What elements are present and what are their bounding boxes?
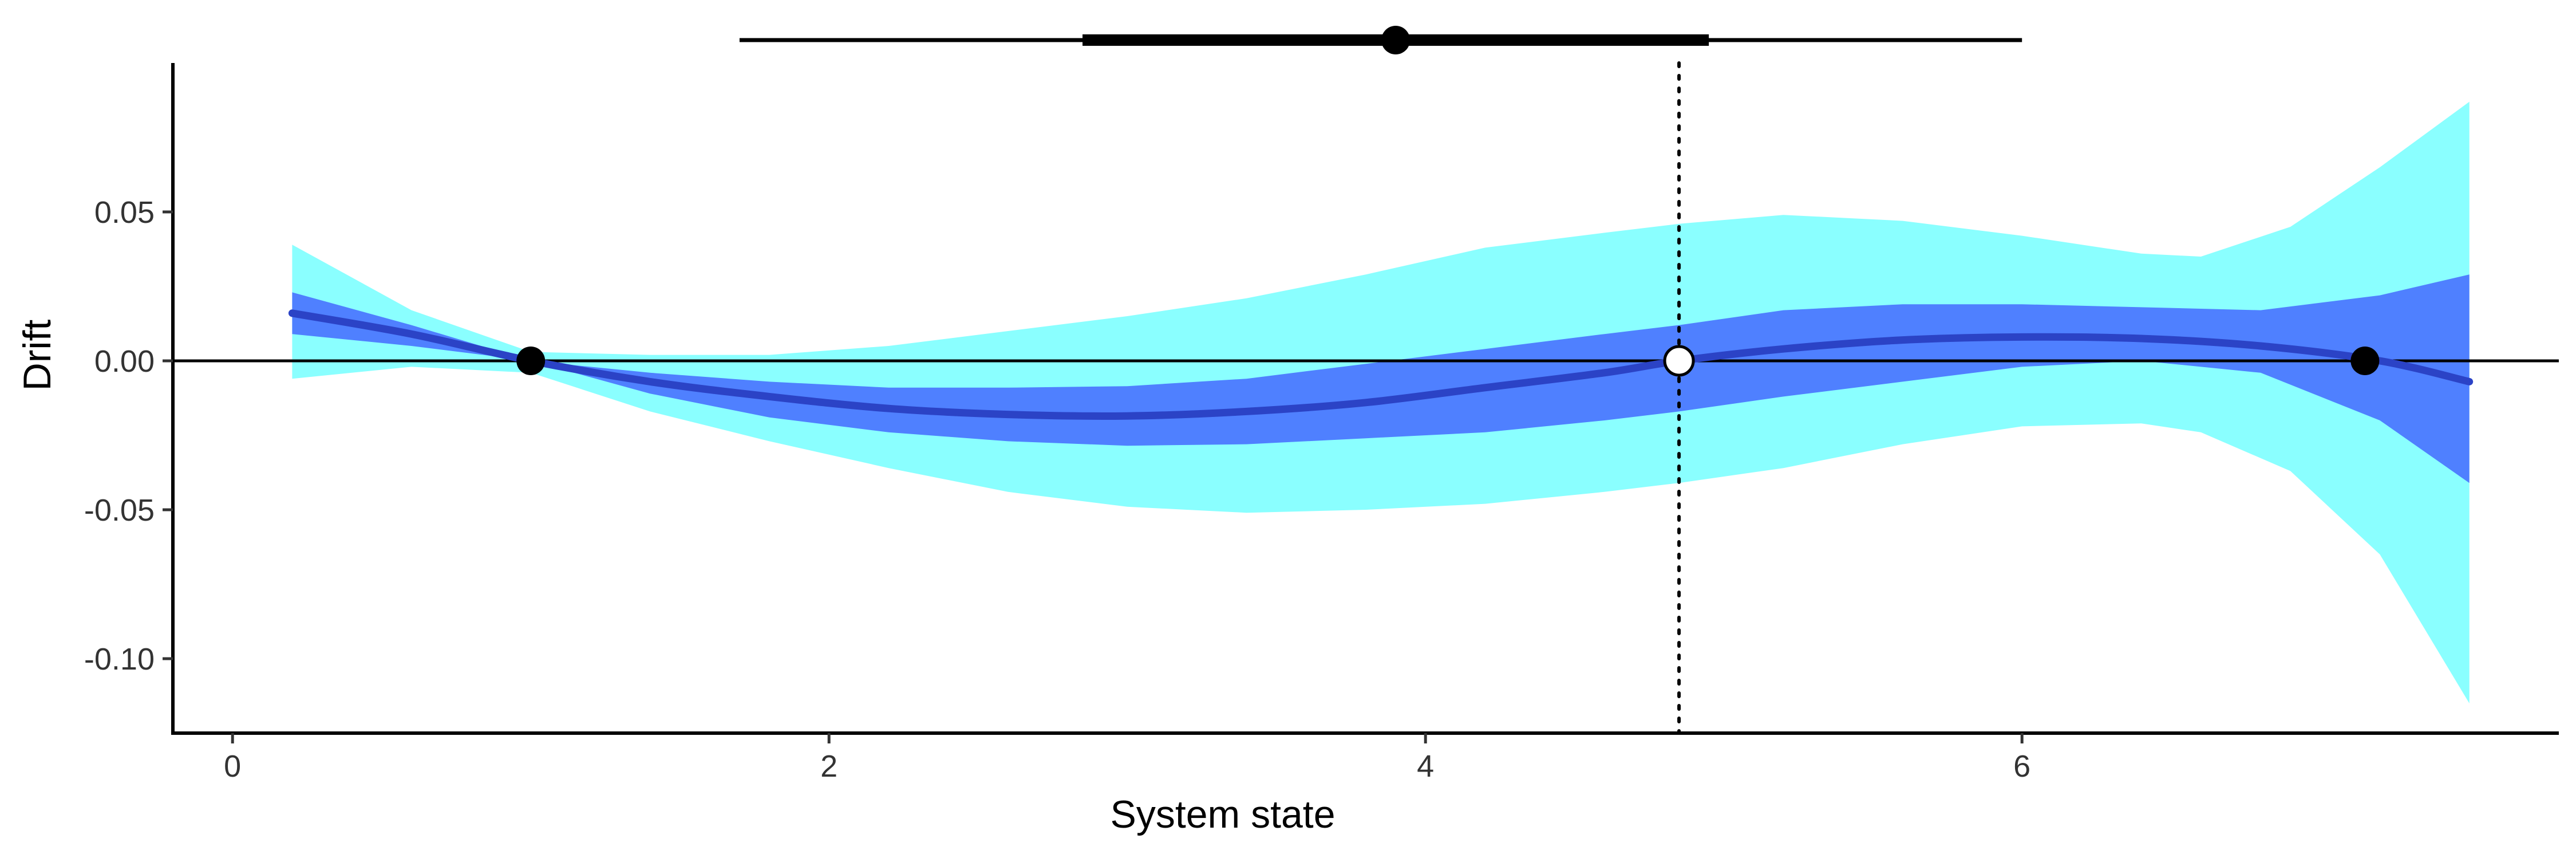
y-tick-label: -0.05 (84, 493, 155, 528)
x-axis-title: System state (1110, 793, 1335, 836)
inner-band (292, 274, 2470, 483)
stable-fixed-point (2350, 347, 2380, 375)
interval-summary-layer (739, 26, 2022, 54)
x-tick-label: 4 (1417, 749, 1434, 784)
mean-line-layer (288, 309, 2474, 420)
y-tick-label: 0.00 (94, 344, 155, 379)
fixed-points-layer (516, 345, 2380, 377)
x-tick-label: 6 (2013, 749, 2030, 784)
reference-layer (173, 61, 2559, 735)
y-axis-title: Drift (15, 320, 59, 391)
x-tick-label: 2 (820, 749, 837, 784)
mean-drift-line (288, 309, 2474, 420)
ticks-layer: 0 2 4 6 0.05 0.00 -0.05 -0.10 (84, 195, 2030, 784)
axes-layer (171, 63, 2559, 735)
y-tick-label: 0.05 (94, 195, 155, 230)
x-tick-label: 0 (224, 749, 241, 784)
interval-point-estimate (1381, 26, 1411, 54)
y-tick-label: -0.10 (84, 642, 155, 676)
stable-fixed-point (516, 347, 546, 375)
unstable-fixed-point (1663, 345, 1695, 377)
